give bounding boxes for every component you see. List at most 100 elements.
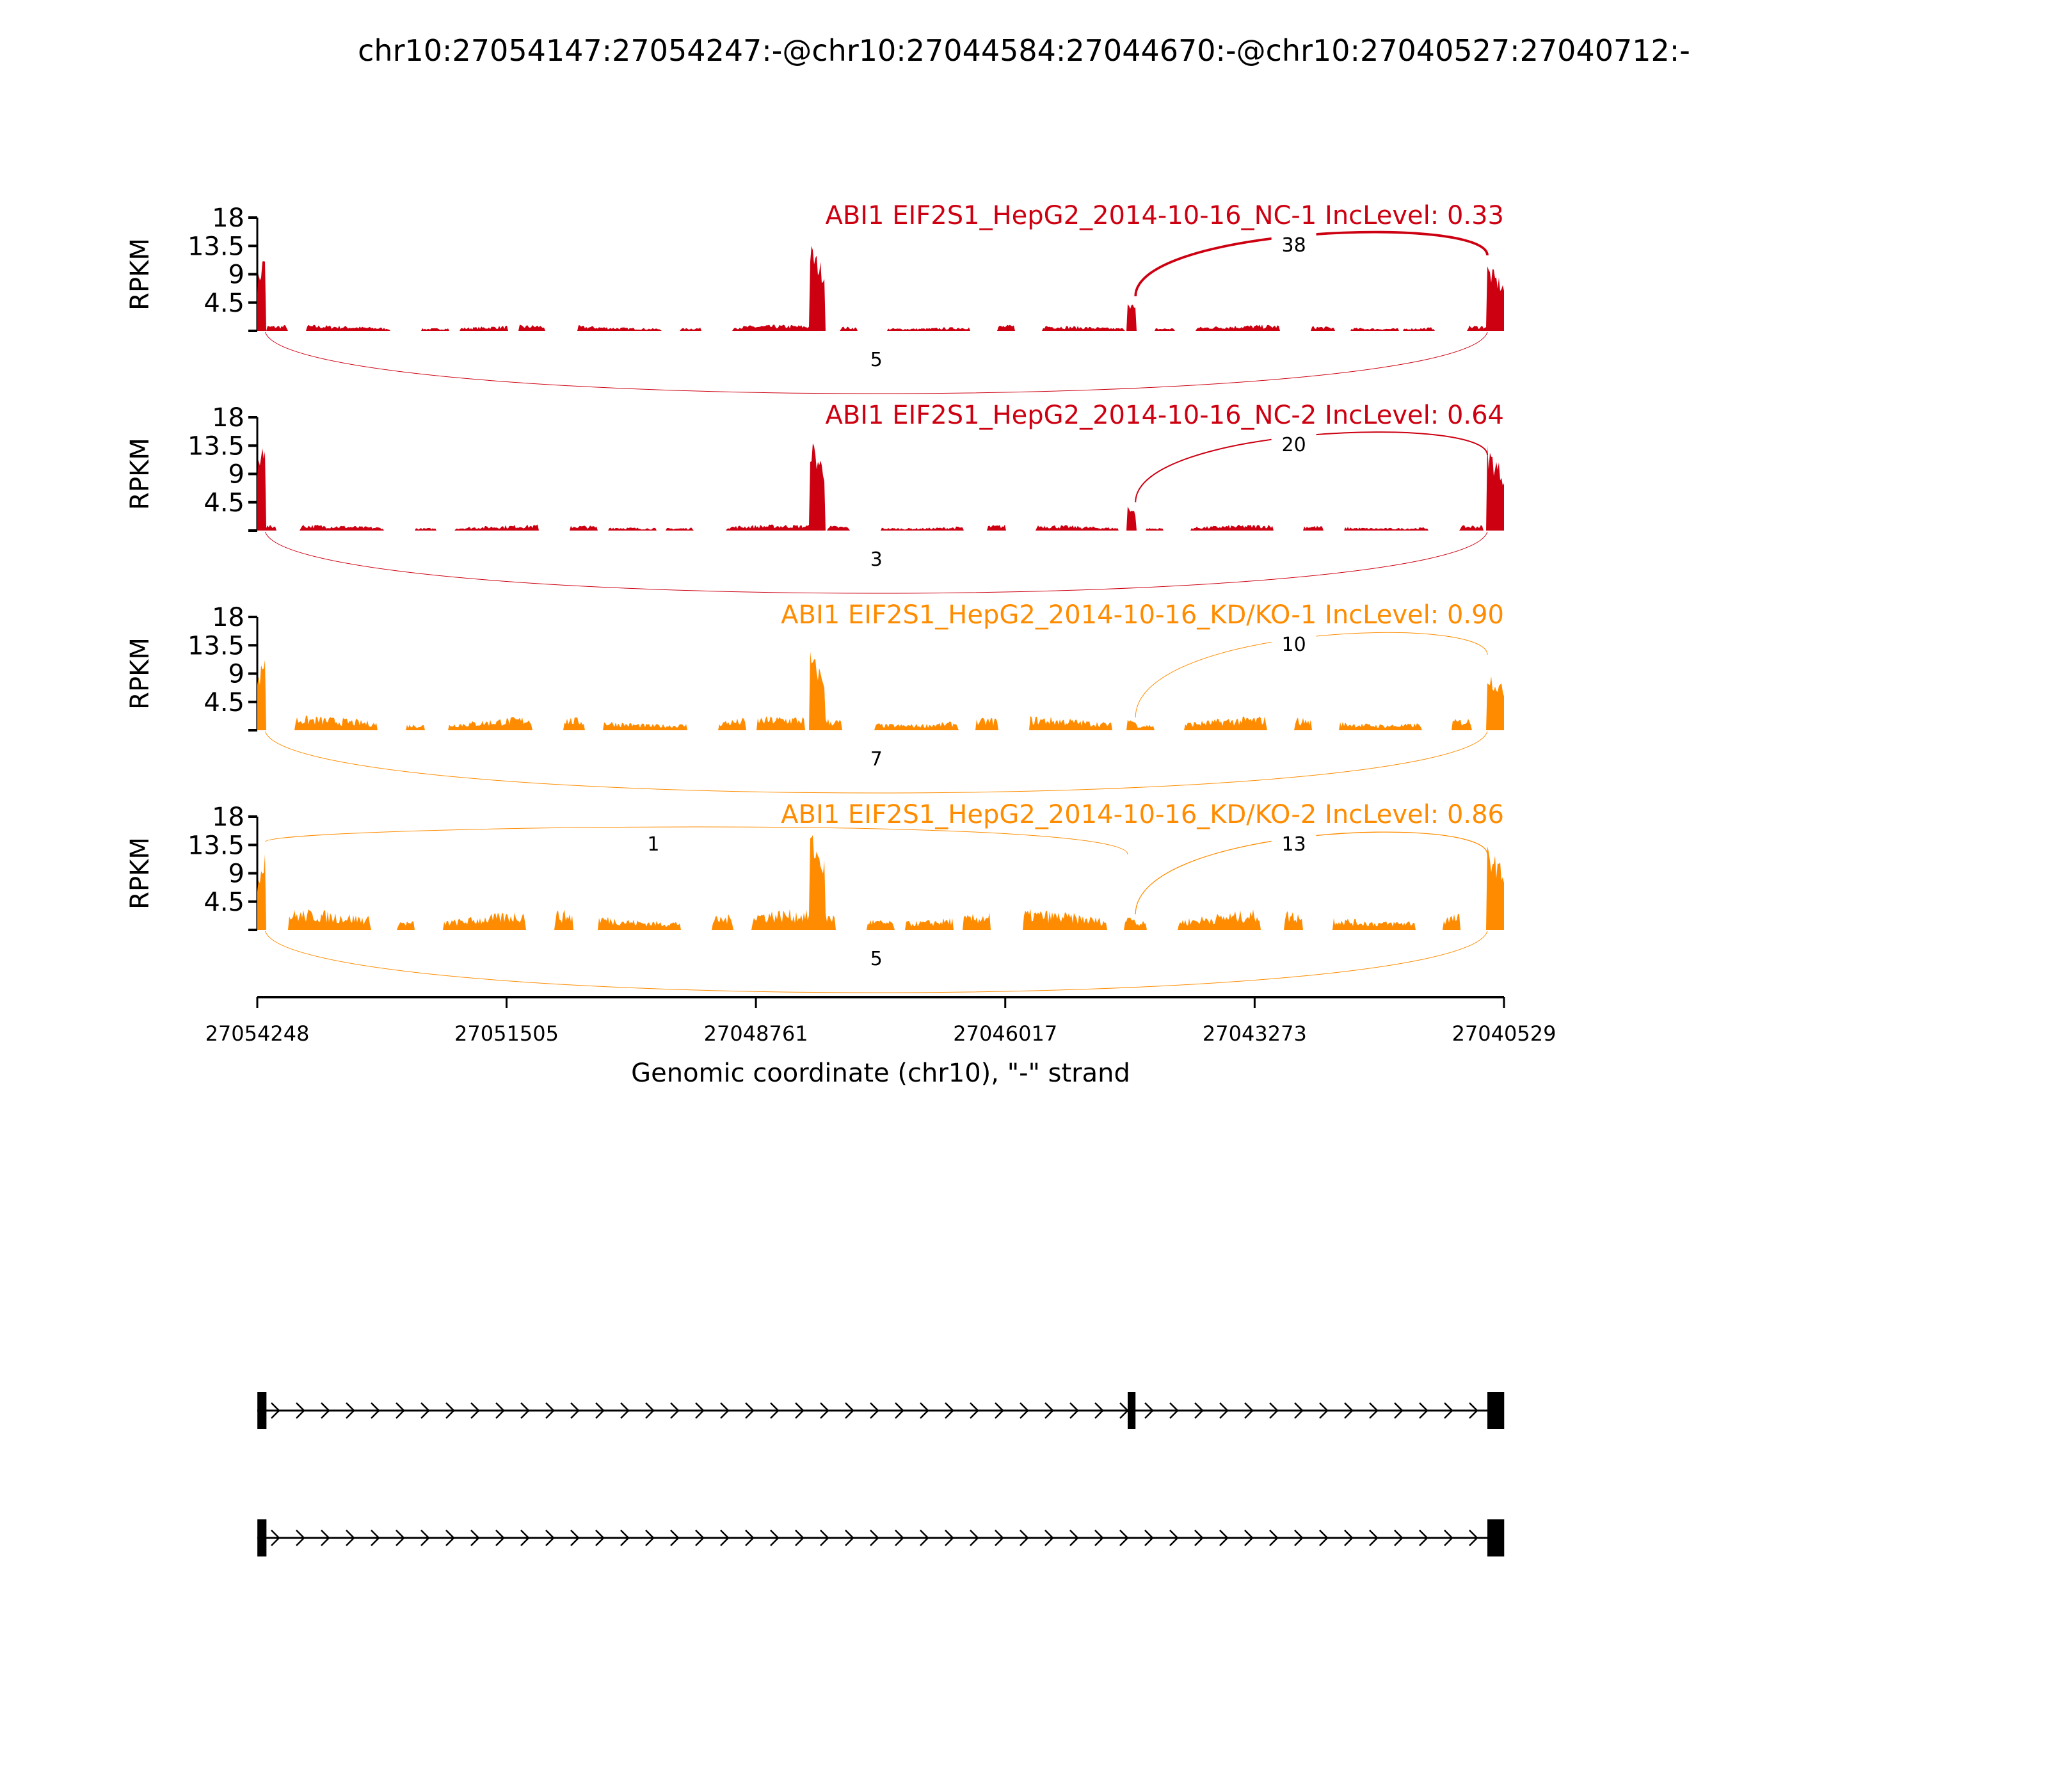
strand-chevron-icon xyxy=(1169,1402,1179,1419)
strand-chevron-icon xyxy=(1394,1530,1404,1546)
y-tick-label: 4.5 xyxy=(204,888,244,917)
strand-chevron-icon xyxy=(1269,1530,1279,1546)
strand-chevron-icon xyxy=(970,1530,979,1546)
strand-chevron-icon xyxy=(445,1530,455,1546)
y-axis-label: RPKM xyxy=(125,637,155,710)
junction-count-label: 3 xyxy=(870,548,883,571)
junction-label-bg xyxy=(630,831,676,858)
strand-chevron-icon xyxy=(470,1530,480,1546)
strand-chevron-icon xyxy=(1044,1402,1054,1419)
exon-block xyxy=(257,1519,267,1556)
strand-chevron-icon xyxy=(420,1402,430,1419)
strand-chevron-icon xyxy=(1219,1530,1229,1546)
strand-chevron-icon xyxy=(895,1530,904,1546)
y-tick-label: 18 xyxy=(212,603,244,632)
strand-chevron-icon xyxy=(595,1530,605,1546)
sample-label: ABI1 EIF2S1_HepG2_2014-10-16_NC-2 IncLev… xyxy=(825,401,1504,430)
isoform-track xyxy=(257,1519,1505,1556)
strand-chevron-icon xyxy=(296,1402,305,1419)
x-tick-label: 27048761 xyxy=(704,1021,808,1046)
y-tick-label: 13.5 xyxy=(188,431,244,461)
strand-chevron-icon xyxy=(1119,1530,1129,1546)
strand-chevron-icon xyxy=(845,1402,854,1419)
strand-chevron-icon xyxy=(1469,1530,1478,1546)
strand-chevron-icon xyxy=(371,1402,380,1419)
chart-title: chr10:27054147:27054247:-@chr10:27044584… xyxy=(358,33,1690,68)
strand-chevron-icon xyxy=(820,1530,829,1546)
strand-chevron-icon xyxy=(1069,1402,1079,1419)
exon-block xyxy=(1128,1392,1136,1429)
strand-chevron-icon xyxy=(645,1402,655,1419)
strand-chevron-icon xyxy=(820,1402,829,1419)
sample-label: ABI1 EIF2S1_HepG2_2014-10-16_NC-1 IncLev… xyxy=(825,201,1504,230)
strand-chevron-icon xyxy=(920,1402,929,1419)
strand-chevron-icon xyxy=(970,1402,979,1419)
strand-chevron-icon xyxy=(420,1530,430,1546)
strand-chevron-icon xyxy=(945,1402,954,1419)
strand-chevron-icon xyxy=(470,1402,480,1419)
strand-chevron-icon xyxy=(1369,1530,1379,1546)
strand-chevron-icon xyxy=(495,1530,505,1546)
x-tick-label: 27040529 xyxy=(1452,1021,1556,1046)
strand-chevron-icon xyxy=(720,1402,730,1419)
strand-chevron-icon xyxy=(1469,1402,1478,1419)
strand-chevron-icon xyxy=(1020,1402,1029,1419)
strand-chevron-icon xyxy=(1094,1530,1104,1546)
strand-chevron-icon xyxy=(346,1530,355,1546)
exon-block xyxy=(257,1392,267,1429)
junction-count-label: 13 xyxy=(1282,833,1306,856)
exon-block xyxy=(1487,1392,1505,1429)
y-tick-label: 18 xyxy=(212,803,244,832)
x-tick-label: 27054248 xyxy=(205,1021,310,1046)
strand-chevron-icon xyxy=(995,1402,1004,1419)
junction-label-bg xyxy=(854,946,899,973)
strand-chevron-icon xyxy=(321,1530,330,1546)
strand-chevron-icon xyxy=(670,1402,680,1419)
strand-chevron-icon xyxy=(695,1530,705,1546)
strand-chevron-icon xyxy=(845,1530,854,1546)
strand-chevron-icon xyxy=(720,1530,730,1546)
strand-chevron-icon xyxy=(1169,1530,1179,1546)
y-tick-label: 13.5 xyxy=(188,631,244,660)
junction-count-label: 7 xyxy=(870,748,883,771)
junction-arc xyxy=(265,731,1488,794)
strand-chevron-icon xyxy=(396,1402,405,1419)
isoform-track xyxy=(257,1392,1505,1429)
y-axis-label: RPKM xyxy=(125,837,155,909)
strand-chevron-icon xyxy=(1294,1402,1304,1419)
junction-arc xyxy=(265,931,1488,993)
strand-chevron-icon xyxy=(770,1530,780,1546)
strand-chevron-icon xyxy=(1444,1530,1453,1546)
strand-chevron-icon xyxy=(770,1402,780,1419)
strand-chevron-icon xyxy=(745,1402,755,1419)
strand-chevron-icon xyxy=(1194,1402,1204,1419)
strand-chevron-icon xyxy=(1144,1530,1154,1546)
junction-label-bg xyxy=(854,746,899,773)
strand-chevron-icon xyxy=(321,1402,330,1419)
junction-count-label: 10 xyxy=(1282,634,1306,656)
strand-chevron-icon xyxy=(545,1530,555,1546)
strand-chevron-icon xyxy=(520,1402,530,1419)
junction-label-bg xyxy=(1271,831,1316,858)
strand-chevron-icon xyxy=(1344,1530,1354,1546)
strand-chevron-icon xyxy=(1069,1530,1079,1546)
junction-count-label: 5 xyxy=(870,948,883,970)
y-tick-label: 18 xyxy=(212,403,244,433)
y-tick-label: 4.5 xyxy=(204,688,244,717)
strand-chevron-icon xyxy=(1094,1402,1104,1419)
strand-chevron-icon xyxy=(296,1530,305,1546)
strand-chevron-icon xyxy=(271,1402,280,1419)
junction-label-bg xyxy=(854,347,899,374)
y-tick-label: 18 xyxy=(212,204,244,233)
strand-chevron-icon xyxy=(1244,1530,1254,1546)
strand-chevron-icon xyxy=(1244,1402,1254,1419)
strand-chevron-icon xyxy=(1294,1530,1304,1546)
strand-chevron-icon xyxy=(445,1402,455,1419)
junction-count-label: 1 xyxy=(647,833,659,856)
strand-chevron-icon xyxy=(545,1402,555,1419)
strand-chevron-icon xyxy=(1044,1530,1054,1546)
strand-chevron-icon xyxy=(620,1402,630,1419)
